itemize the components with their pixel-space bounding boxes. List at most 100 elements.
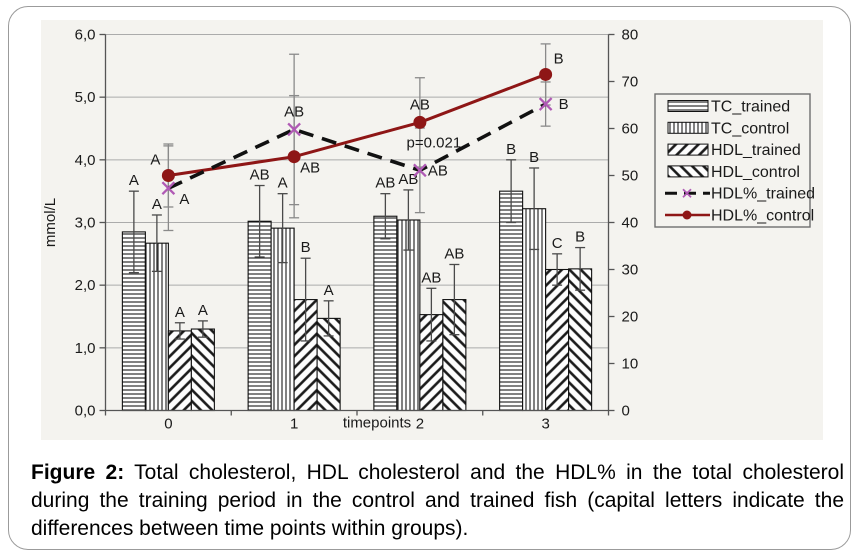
left-axis-tick-label: 6,0 <box>75 27 96 44</box>
left-axis-tick-label: 1,0 <box>75 340 96 357</box>
significance-letter: B <box>554 50 564 67</box>
significance-letter: B <box>575 229 585 246</box>
significance-letter: A <box>324 282 334 299</box>
legend: TC_trained TC_control HDL_trained HDL_contr… <box>654 93 815 228</box>
error-bar-HDL_trained-t2 <box>426 287 437 342</box>
significance-letter: AB <box>250 167 270 184</box>
significance-letter: AB <box>421 269 441 286</box>
error-bar-TC_trained-t3 <box>506 159 517 224</box>
significance-letter: A <box>198 302 208 319</box>
left-axis-tick-label: 4,0 <box>75 152 96 169</box>
significance-letter: AB <box>410 96 430 113</box>
error-bar-TC_control-t0 <box>151 214 162 273</box>
y-axis-title: mmol/L <box>42 198 59 247</box>
bar-series-HDL_control: A A AB B <box>190 229 593 412</box>
legend-label: HDL_trained <box>711 142 801 159</box>
significance-letter: B <box>529 149 539 166</box>
significance-letter: C <box>552 235 563 252</box>
bar-TC_trained-t3 <box>499 190 524 412</box>
bar-series-TC_control: AA ABB <box>144 149 547 412</box>
legend-swatch-TC_trained <box>667 100 709 112</box>
legend-swatch-HDL_trained <box>667 143 709 156</box>
error-bar-TC_control-t3 <box>529 167 540 251</box>
error-bar-TC_control-t1 <box>277 193 288 264</box>
line-HDL%_trained <box>167 102 547 190</box>
x-marker-HDL%_trained-t1 <box>287 122 301 137</box>
legend-item-HDL%_trained: HDL%_trained <box>665 186 815 203</box>
left-axis-tick-label: 5,0 <box>75 89 96 106</box>
legend-swatch-TC_control <box>667 121 709 134</box>
right-axis-tick-label: 20 <box>622 309 639 326</box>
error-bar-HDL_control-t1 <box>323 300 334 337</box>
significance-letter: A <box>175 304 185 321</box>
x-axis-tick-label: 2 <box>416 416 424 433</box>
p-value-annotation: p=0.021 <box>407 134 462 151</box>
significance-letter: A <box>129 172 139 189</box>
error-bar-TC_control-t2 <box>403 189 414 251</box>
x-marker-HDL%_trained-t2 <box>413 163 427 178</box>
right-axis-tick-label: 0 <box>622 403 630 420</box>
dot-marker-HDL%_control-t0 <box>161 169 175 182</box>
caption-label: Figure 2: <box>31 461 125 484</box>
legend-item-TC_control: TC_control <box>667 120 789 137</box>
legend-marker-HDL%_control <box>682 210 692 220</box>
significance-letter: A <box>179 191 189 208</box>
bar-TC_trained-t2 <box>373 215 398 412</box>
dot-marker-HDL%_control-t3 <box>539 67 553 81</box>
error-bar-HDL_trained-t3 <box>552 253 563 286</box>
error-bar-HDL_trained-t1 <box>300 257 311 342</box>
right-axis-tick-label: 60 <box>622 121 639 138</box>
error-bar-TC_trained-t0 <box>128 190 139 274</box>
legend-marker-HDL%_trained <box>682 188 692 198</box>
legend-item-TC_trained: TC_trained <box>667 99 790 116</box>
significance-letter: AB <box>428 162 448 179</box>
x-axis-tick-label: 0 <box>164 416 172 433</box>
figure-caption: Figure 2: Total cholesterol, HDL cholest… <box>31 459 844 543</box>
left-axis-tick-label: 3,0 <box>75 215 96 232</box>
significance-letter: B <box>559 96 569 113</box>
error-bar-TC_trained-t2 <box>380 193 391 240</box>
legend-box <box>654 93 811 228</box>
significance-letter: A <box>152 196 162 213</box>
bar-HDL_trained-t3 <box>545 268 570 412</box>
significance-letter: A <box>150 152 160 169</box>
x-marker-HDL%_trained-t3 <box>538 97 553 111</box>
x-axis-title: timepoints <box>343 415 411 432</box>
significance-letter: AB <box>375 175 395 192</box>
significance-letter: AB <box>284 103 304 120</box>
right-axis-tick-label: 80 <box>622 27 639 44</box>
legend-item-HDL_control: HDL_control <box>667 164 800 181</box>
right-axis-tick-label: 50 <box>622 168 639 185</box>
dot-marker-HDL%_control-t1 <box>287 150 301 164</box>
right-axis-tick-label: 10 <box>622 356 639 373</box>
caption-text: Total cholesterol, HDL cholesterol and t… <box>31 461 844 541</box>
legend-label: HDL%_control <box>711 208 814 225</box>
significance-letter: B <box>301 239 311 256</box>
right-axis-tick-label: 70 <box>622 74 639 91</box>
significance-letter: AB <box>300 160 320 177</box>
significance-letter: B <box>506 141 516 158</box>
bar-series-TC_trained: A AB ABB <box>121 141 524 412</box>
significance-letter: A <box>278 175 288 192</box>
dot-marker-HDL%_control-t2 <box>413 115 427 129</box>
bar-HDL_trained-t0 <box>167 330 192 412</box>
legend-label: TC_control <box>711 120 789 137</box>
significance-letter: AB <box>444 245 464 262</box>
error-bar-TC_trained-t1 <box>254 184 265 258</box>
legend-label: TC_trained <box>711 99 790 116</box>
left-axis-tick-label: 0,0 <box>75 403 96 420</box>
legend-label: HDL%_trained <box>711 186 815 203</box>
error-bar-HDL_control-t3 <box>575 246 586 291</box>
legend-item-HDL_trained: HDL_trained <box>667 142 801 159</box>
line-HDL%_control <box>168 73 547 177</box>
tick-labels: 0,0 1,0 2,0 3,0 4,0 5,0 6,0 0 10 20 30 40 50 60 70 80 0 1… <box>42 27 638 433</box>
error-bar-HDL_trained-t0 <box>174 322 185 340</box>
x-marker-HDL%_trained-t0 <box>161 181 176 196</box>
error-bar-HDL_control-t2 <box>449 263 460 336</box>
x-axis-tick-label: 3 <box>541 416 549 433</box>
x-axis-tick-label: 1 <box>290 416 298 433</box>
error-bar-HDL_control-t0 <box>197 320 208 338</box>
